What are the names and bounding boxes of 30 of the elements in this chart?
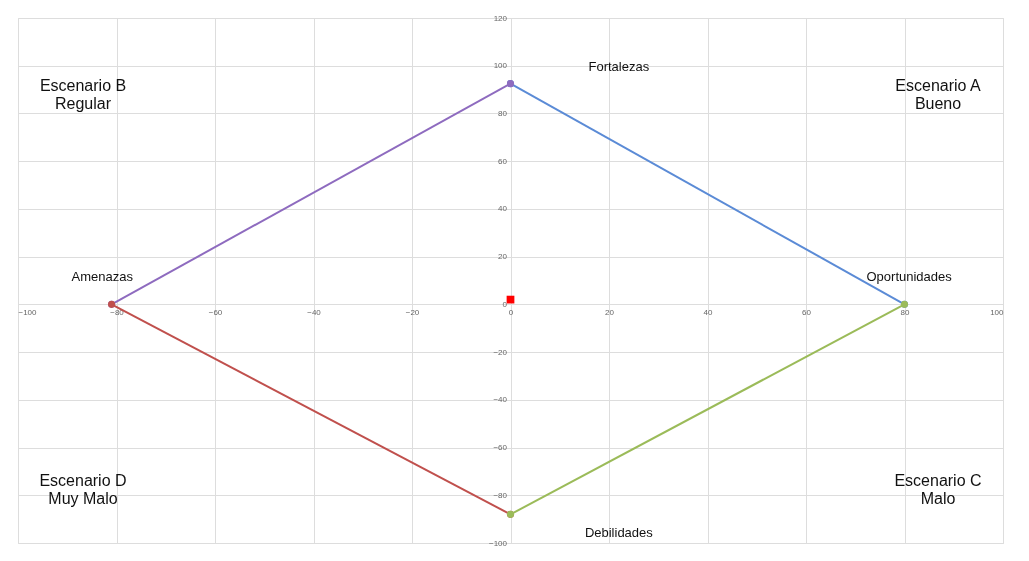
annotation: Escenario D Muy Malo: [39, 472, 127, 507]
y-tick-label: 60: [498, 156, 508, 166]
annotation: Debilidades: [584, 525, 654, 540]
annotation: Oportunidades: [866, 269, 953, 285]
annotation: Fortalezas: [588, 59, 650, 74]
x-tick-label: 20: [605, 307, 615, 317]
y-tick-label: −100: [488, 538, 508, 548]
y-tick-label: 80: [498, 108, 508, 118]
x-tick-label: 40: [703, 307, 713, 317]
y-tick-label: 0: [502, 299, 508, 309]
annotation: Amenazas: [71, 269, 134, 285]
y-tick-label: −60: [493, 443, 508, 453]
x-tick-label: −20: [405, 307, 420, 317]
x-tick-label: 60: [802, 307, 812, 317]
x-tick-label: −100: [18, 307, 38, 317]
x-tick-label: 100: [990, 307, 1005, 317]
y-tick-label: −80: [493, 490, 508, 500]
annotation: Escenario A Bueno: [895, 77, 982, 112]
y-tick-label: 40: [498, 204, 508, 214]
x-tick-label: 80: [900, 307, 910, 317]
y-tick-label: 100: [493, 61, 508, 71]
y-tick-label: 20: [498, 252, 508, 262]
x-tick-label: −60: [208, 307, 223, 317]
x-tick-label: −80: [110, 307, 125, 317]
annotation: Escenario C Malo: [894, 472, 982, 507]
y-tick-label: −20: [493, 347, 508, 357]
annotation: Escenario B Regular: [39, 77, 127, 112]
y-tick-label: 120: [493, 13, 508, 23]
y-tick-label: −40: [493, 395, 508, 405]
x-tick-label: −40: [307, 307, 322, 317]
